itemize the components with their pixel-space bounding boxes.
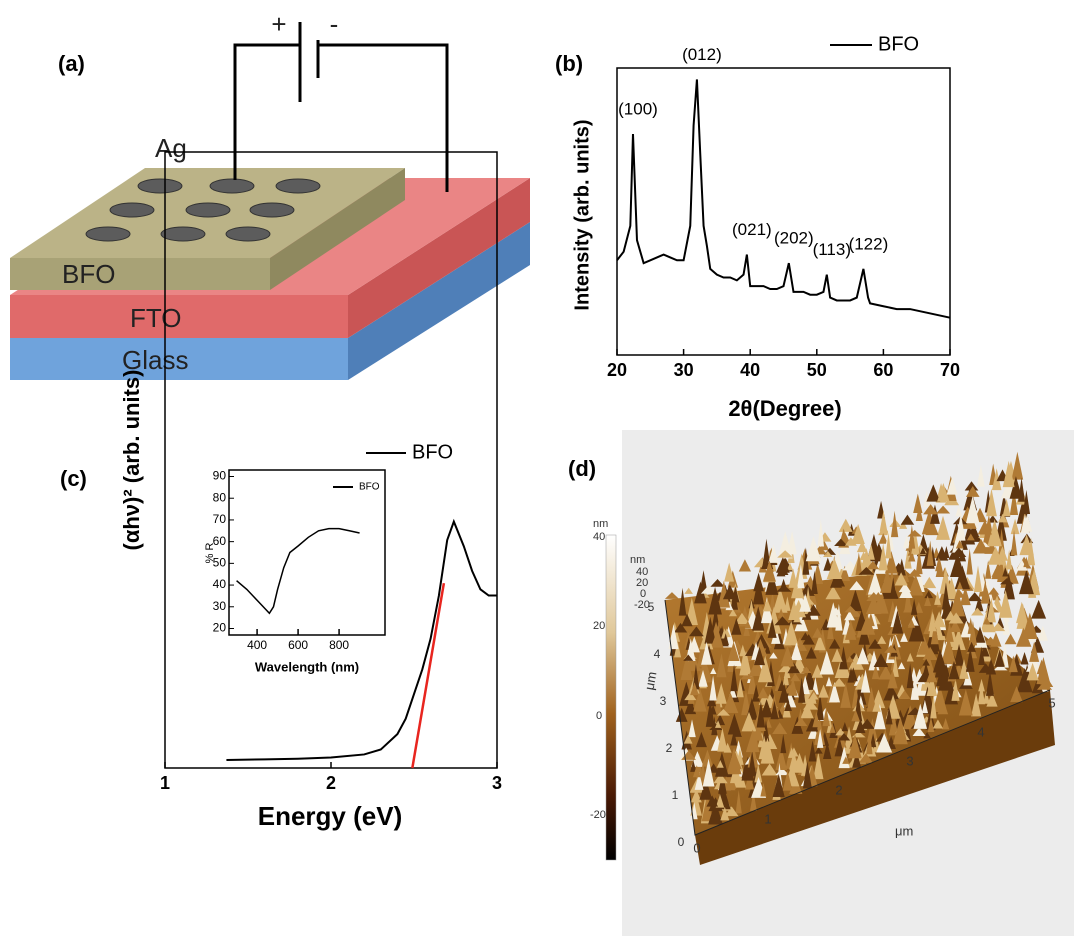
y-axis-title: (αhν)² (arb. units) — [119, 370, 144, 551]
x-tick-label: 0 — [693, 840, 700, 855]
layer-label: FTO — [130, 303, 182, 333]
peak-label: (113) — [813, 240, 851, 259]
x-tick-label: 3 — [492, 773, 502, 793]
y-axis-title: % R — [204, 543, 216, 564]
x-tick-label: 4 — [977, 724, 984, 739]
colorbar-unit: nm — [593, 518, 608, 530]
panel-label: (b) — [555, 51, 583, 76]
y-tick-label: 5 — [648, 600, 655, 614]
y-tick-label: 1 — [672, 788, 679, 802]
fit-line — [412, 583, 444, 768]
y-tick-label: 2 — [666, 741, 673, 755]
x-tick-label: 50 — [807, 360, 827, 380]
polarity-label: + — [271, 9, 286, 39]
y-tick-label: 80 — [213, 490, 227, 504]
polarity-label: - — [330, 9, 339, 39]
color-bar — [606, 535, 616, 860]
x-axis-title: Wavelength (nm) — [255, 659, 359, 674]
y-axis-title: Intensity (arb. units) — [571, 119, 593, 310]
figure: (a) + - Ag BFO FTO Glass (b) (c) (d) nm … — [0, 0, 1074, 936]
peak-label: (012) — [682, 45, 722, 64]
panel-label: (a) — [58, 51, 85, 76]
x-tick-label: 800 — [329, 638, 349, 652]
x-tick-label: 30 — [674, 360, 694, 380]
data-line — [617, 79, 950, 317]
x-axis-title: 2θ(Degree) — [728, 396, 841, 421]
y-tick-label: 4 — [654, 647, 661, 661]
colorbar-tick: 40 — [593, 531, 605, 543]
peak-label: (202) — [774, 229, 814, 248]
plot-frame — [229, 470, 385, 635]
peak-label: (122) — [849, 234, 889, 253]
colorbar-tick: -20 — [590, 809, 606, 821]
x-tick-label: 20 — [607, 360, 627, 380]
y-tick-label: 3 — [660, 694, 667, 708]
panel-label: (c) — [60, 466, 87, 491]
x-axis-title: Energy (eV) — [258, 801, 403, 831]
device-diagram — [10, 22, 530, 380]
peak-label: (100) — [618, 99, 658, 118]
panel-label: (d) — [568, 456, 596, 481]
legend-label: BFO — [359, 482, 380, 493]
colorbar-tick: 20 — [593, 620, 605, 632]
x-tick-label: 1 — [160, 773, 170, 793]
y-tick-label: 20 — [213, 621, 227, 635]
x-tick-label: 60 — [873, 360, 893, 380]
y-unit: μm — [642, 670, 660, 691]
x-tick-label: 1 — [764, 811, 771, 826]
plot-frame — [617, 68, 950, 355]
layer-label: BFO — [62, 259, 115, 289]
x-tick-label: 5 — [1048, 695, 1055, 710]
x-tick-label: 70 — [940, 360, 960, 380]
y-tick-label: 40 — [213, 577, 227, 591]
y-tick-label: 90 — [213, 469, 227, 483]
x-tick-label: 2 — [835, 782, 842, 797]
z-unit: nm — [630, 554, 645, 566]
x-tick-label: 2 — [326, 773, 336, 793]
y-tick-label: 30 — [213, 599, 227, 613]
y-tick-label: 70 — [213, 512, 227, 526]
legend-label: BFO — [878, 33, 919, 55]
y-tick-label: 0 — [678, 835, 685, 849]
data-line — [237, 529, 360, 614]
x-tick-label: 600 — [288, 638, 308, 652]
page: (a) + - Ag BFO FTO Glass (b) (c) (d) nm … — [0, 0, 1074, 936]
layer-label: Ag — [155, 133, 187, 163]
x-tick-label: 3 — [906, 753, 913, 768]
peak-label: (021) — [732, 220, 772, 239]
x-unit: μm — [895, 823, 913, 838]
colorbar-tick: 0 — [596, 710, 602, 722]
legend-label: BFO — [412, 441, 453, 463]
x-tick-label: 400 — [247, 638, 267, 652]
x-tick-label: 40 — [740, 360, 760, 380]
